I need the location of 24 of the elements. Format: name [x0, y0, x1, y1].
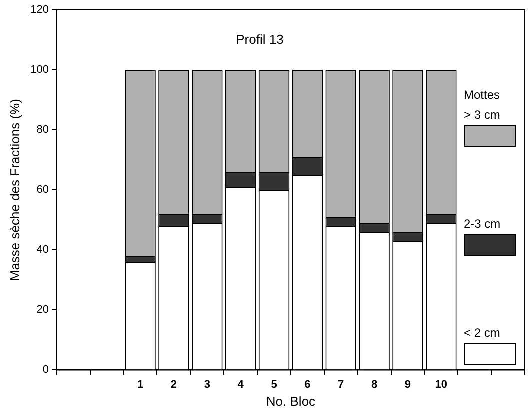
- x-tick-label: 5: [271, 378, 278, 391]
- x-tick-label: 6: [304, 378, 311, 391]
- x-tick-label: 9: [404, 378, 412, 391]
- x-tick-label: 2: [170, 378, 178, 391]
- y-tick-label: 60: [36, 184, 49, 196]
- x-tick-label: 3: [204, 378, 210, 391]
- y-tick-label: 40: [36, 244, 49, 256]
- y-tick-label: 0: [42, 364, 49, 376]
- x-tick-label: 4: [238, 378, 245, 391]
- series-label: 2-3 cm: [464, 217, 502, 231]
- y-tick-label: 100: [30, 64, 49, 76]
- series-label: < 2 cm: [464, 326, 502, 340]
- x-tick-label: 7: [338, 378, 344, 391]
- x-tick-label: 10: [435, 378, 448, 391]
- series-label: > 3 cm: [464, 108, 502, 122]
- legend-title: Mottes: [464, 88, 502, 102]
- x-tick-label: 8: [371, 378, 378, 391]
- x-tick-label: 1: [137, 378, 144, 391]
- y-tick-label: 20: [36, 304, 49, 316]
- y-tick-label: 120: [30, 4, 49, 16]
- y-tick-label: 80: [36, 124, 49, 136]
- x-axis-title: No. Bloc: [266, 394, 316, 409]
- y-axis-title: Masse sèche des Fractions (%): [7, 99, 22, 282]
- text: Profil 13: [235, 32, 285, 47]
